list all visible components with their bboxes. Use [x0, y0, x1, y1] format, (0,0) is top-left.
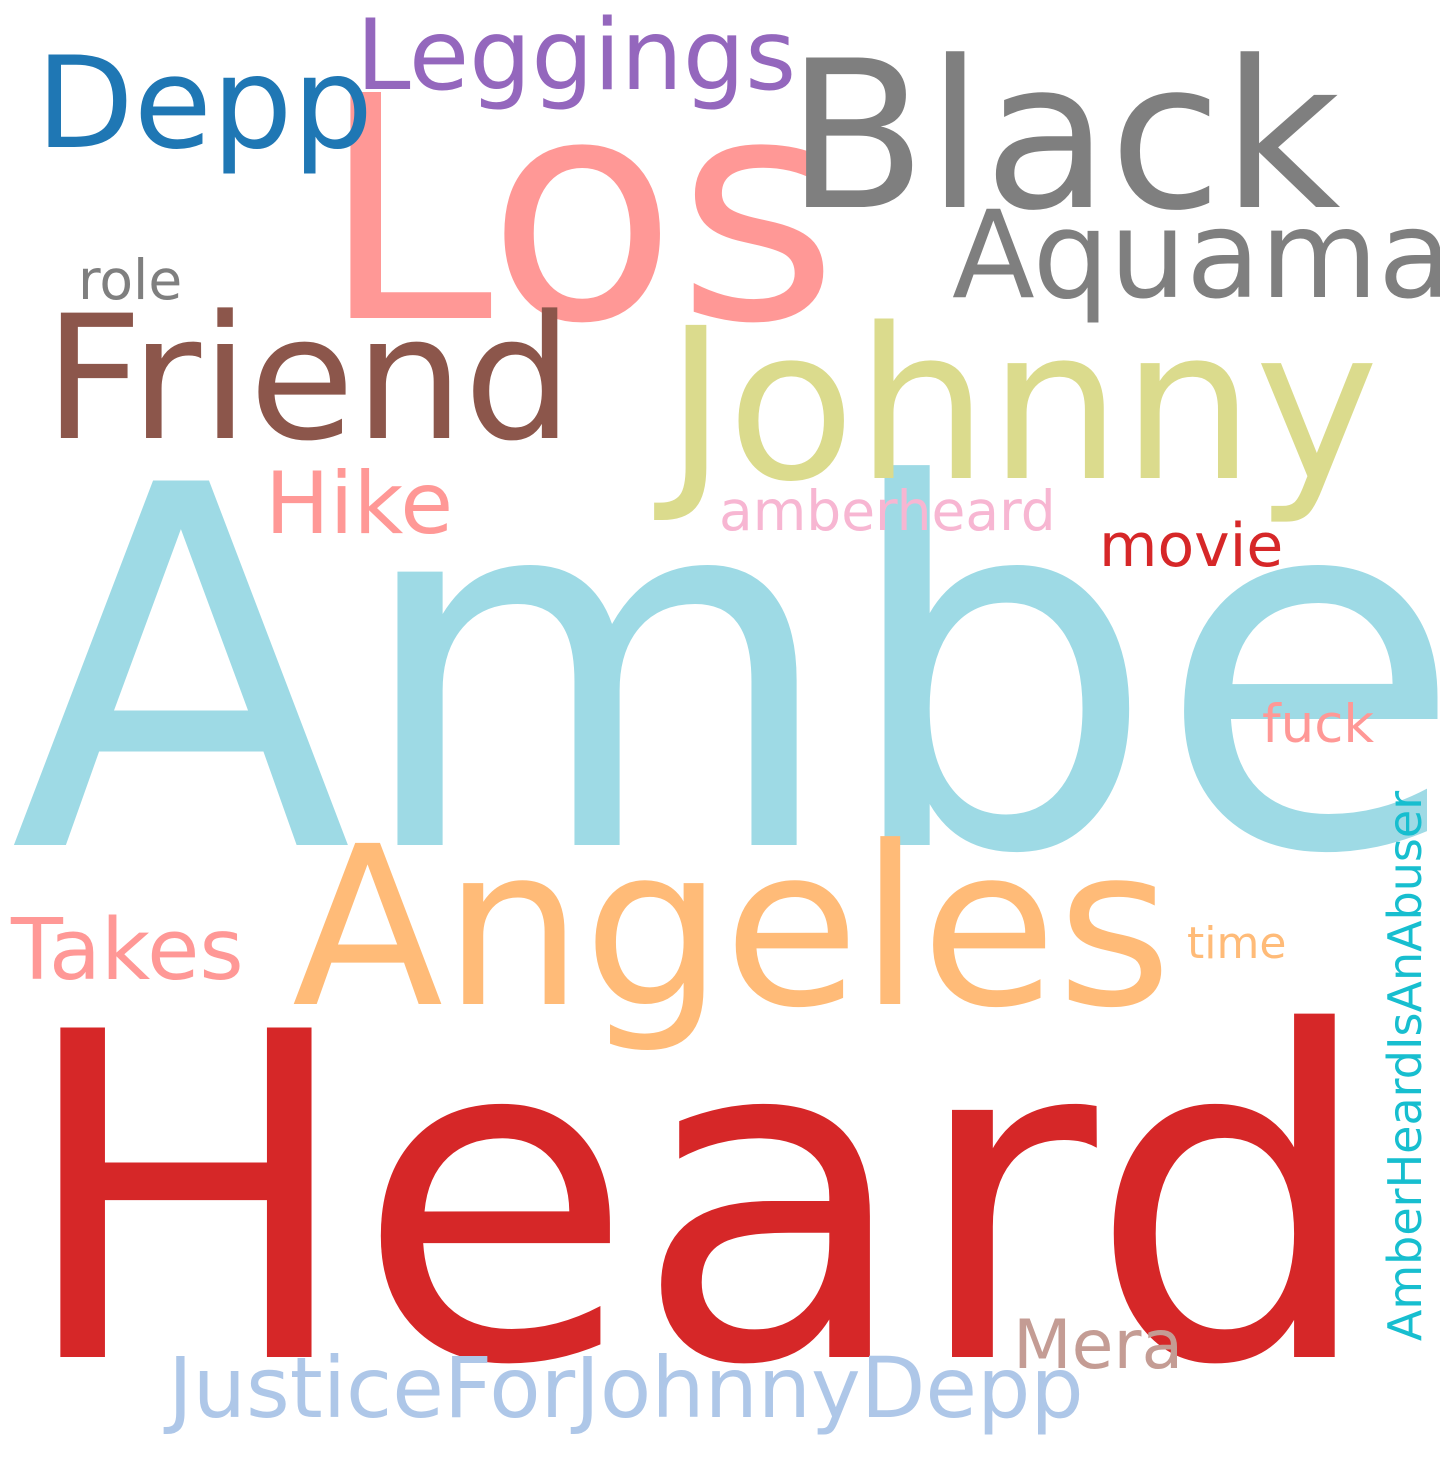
word-amberheard: amberheard	[719, 479, 1056, 543]
word-time: time	[1187, 918, 1287, 969]
word-hike: Hike	[265, 454, 454, 554]
word-takes: Takes	[11, 901, 244, 1000]
word-depp: Depp	[36, 29, 374, 177]
word-leggings: Leggings	[356, 0, 797, 113]
word-heard: Heard	[16, 937, 1376, 1464]
word-fuck: fuck	[1262, 694, 1375, 755]
word-los: Los	[320, 31, 839, 392]
word-justice-for-johnny-depp: JusticeForJohnnyDepp	[168, 1339, 1084, 1437]
word-movie: movie	[1099, 511, 1284, 581]
word-angeles: Angeles	[292, 800, 1173, 1057]
word-aquaman: Aquaman	[952, 185, 1440, 326]
word-amber: Amber	[10, 381, 1440, 963]
word-amber-heard-is-an-abuser: AmberHeardIsAnAbuser	[1378, 790, 1432, 1342]
word-mera: Mera	[1013, 1306, 1184, 1385]
word-role: role	[78, 248, 183, 312]
word-friend: Friend	[44, 278, 573, 479]
word-black: Black	[786, 18, 1341, 256]
word-johnny: Johnny	[665, 283, 1379, 528]
